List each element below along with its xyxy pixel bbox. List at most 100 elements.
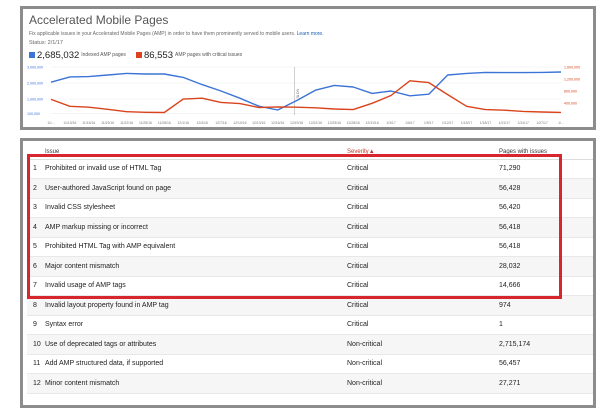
y-right-tick-label: 1,200,000 [564, 78, 580, 82]
x-tick-label: 1/18/17 [480, 121, 491, 125]
pages-count: 56,457 [499, 354, 593, 374]
table-header-row: Issue Severity▲ Pages with issues [27, 145, 593, 160]
description-text: Fix applicable issues in your Accelerate… [29, 31, 296, 37]
issue-name: Major content mismatch [45, 256, 347, 277]
issue-name: Add AMP structured data, if supported [45, 354, 347, 374]
pages-count: 27,271 [499, 373, 593, 394]
severity-value: Critical [347, 295, 499, 316]
x-tick-label: 12/28/16 [347, 121, 360, 125]
sort-arrow-icon: ▲ [368, 148, 375, 155]
table-row[interactable]: 5 Prohibited HTML Tag with AMP equivalent… [27, 237, 593, 257]
issue-name: User-authored JavaScript found on page [45, 178, 347, 199]
table-row[interactable]: 10 Use of deprecated tags or attributes No… [27, 334, 593, 355]
severity-value: Critical [347, 237, 499, 257]
x-tick-label: 11/16/16 [82, 121, 95, 125]
x-tick-label: 12/4/16 [196, 121, 207, 125]
issue-header[interactable]: Issue [45, 145, 347, 160]
chart-legend: 2,685,032 Indexed AMP pages 86,553 AMP p… [29, 49, 242, 61]
severity-value: Critical [347, 217, 499, 238]
issue-name: Syntax error [45, 315, 347, 335]
table-row[interactable]: 7 Invalid usage of AMP tags Critical 14,666 [27, 276, 593, 296]
critical-checkbox[interactable] [135, 52, 142, 58]
pages-count: 974 [499, 295, 593, 316]
table-row[interactable]: 4 AMP markup missing or incorrect Critical… [27, 217, 593, 238]
x-tick-label: 12/31/16 [366, 121, 379, 125]
x-tick-label: 12/19/16 [290, 121, 303, 125]
pages-count: 56,418 [499, 217, 593, 238]
issue-name: Invalid usage of AMP tags [45, 276, 347, 296]
indexed-count: 2,685,032 [37, 49, 80, 61]
y-right-tick-label: 1,600,000 [564, 66, 580, 70]
x-tick-label: 11/13/16 [63, 121, 76, 125]
row-index: 8 [27, 295, 45, 316]
severity-value: Non-critical [347, 373, 499, 394]
table-row[interactable]: 8 Invalid layout property found in AMP ta… [27, 295, 593, 316]
page-description: Fix applicable issues in your Accelerate… [29, 31, 324, 37]
x-tick-label: 11/... [47, 121, 54, 125]
index-header [27, 145, 45, 160]
severity-value: Critical [347, 256, 499, 277]
issue-name: Use of deprecated tags or attributes [45, 334, 347, 355]
row-index: 9 [27, 315, 45, 335]
severity-header-label: Severity [347, 148, 369, 155]
issue-name: Prohibited or invalid use of HTML Tag [45, 159, 347, 179]
issue-name: AMP markup missing or incorrect [45, 217, 347, 238]
y-left-tick-label: 1,000,000 [27, 98, 43, 102]
pages-count: 71,290 [499, 159, 593, 179]
amp-report-panel: Accelerated Mobile Pages Fix applicable … [20, 6, 596, 130]
y-right-tick-label: 400,000 [564, 102, 577, 106]
y-left-tick-label: 2,000,000 [27, 82, 43, 86]
pages-count: 2,715,174 [499, 334, 593, 355]
x-tick-label: 12/13/16 [252, 121, 265, 125]
x-tick-label: 11/25/16 [139, 121, 152, 125]
trend-chart: 3,000,000 2,000,000 1,000,000 100,000 1,600,… [27, 66, 580, 126]
indexed-checkbox[interactable] [29, 52, 35, 58]
issue-name: Prohibited HTML Tag with AMP equivalent [45, 237, 347, 257]
row-index: 5 [27, 237, 45, 257]
learn-more-link[interactable]: Learn more. [296, 31, 324, 37]
x-tick-label: 11/28/16 [158, 121, 171, 125]
x-tick-label: 12/25/16 [328, 121, 341, 125]
x-tick-label: 1/27/17 [536, 121, 547, 125]
table-row[interactable]: 3 Invalid CSS stylesheet Critical 56,420 [27, 198, 593, 218]
pages-count: 1 [499, 315, 593, 335]
y-left-tick-label: 100,000 [27, 112, 40, 116]
issues-table: Issue Severity▲ Pages with issues 1 Prohi… [27, 145, 593, 394]
table-row[interactable]: 1 Prohibited or invalid use of HTML Tag Cr… [27, 159, 593, 179]
issue-name: Invalid CSS stylesheet [45, 198, 347, 218]
indexed-label: Indexed AMP pages [81, 52, 126, 58]
x-tick-label: 12/1/16 [178, 121, 189, 125]
pages-header[interactable]: Pages with issues [499, 145, 593, 160]
severity-header[interactable]: Severity▲ [347, 145, 499, 160]
y-right-tick-label: 800,000 [564, 90, 577, 94]
status-date: Status: 2/1/17 [29, 40, 63, 46]
row-index: 10 [27, 334, 45, 355]
row-index: 4 [27, 217, 45, 238]
issues-panel: Issue Severity▲ Pages with issues 1 Prohi… [20, 138, 596, 408]
row-index: 7 [27, 276, 45, 296]
issue-name: Minor content mismatch [45, 373, 347, 394]
annotation-label: NOTE [296, 89, 300, 99]
table-row[interactable]: 12 Minor content mismatch Non-critical 27,2… [27, 373, 593, 394]
issue-name: Invalid layout property found in AMP tag [45, 295, 347, 316]
x-tick-label: 1/6/17 [405, 121, 415, 125]
pages-count: 56,428 [499, 178, 593, 199]
table-row[interactable]: 2 User-authored JavaScript found on page C… [27, 178, 593, 199]
table-row[interactable]: 6 Major content mismatch Critical 28,032 [27, 256, 593, 277]
row-index: 11 [27, 354, 45, 374]
row-index: 6 [27, 256, 45, 277]
table-row[interactable]: 11 Add AMP structured data, if supported N… [27, 354, 593, 374]
row-index: 12 [27, 373, 45, 394]
severity-value: Critical [347, 198, 499, 218]
severity-value: Non-critical [347, 334, 499, 355]
severity-value: Critical [347, 178, 499, 199]
x-tick-label: 1/15/17 [461, 121, 472, 125]
x-tick-label: 12/16/16 [271, 121, 284, 125]
x-tick-label: 1/3/17 [386, 121, 396, 125]
table-row[interactable]: 9 Syntax error Critical 1 [27, 315, 593, 335]
pages-count: 56,418 [499, 237, 593, 257]
pages-count: 56,420 [499, 198, 593, 218]
severity-value: Critical [347, 276, 499, 296]
pages-count: 28,032 [499, 256, 593, 277]
row-index: 3 [27, 198, 45, 218]
